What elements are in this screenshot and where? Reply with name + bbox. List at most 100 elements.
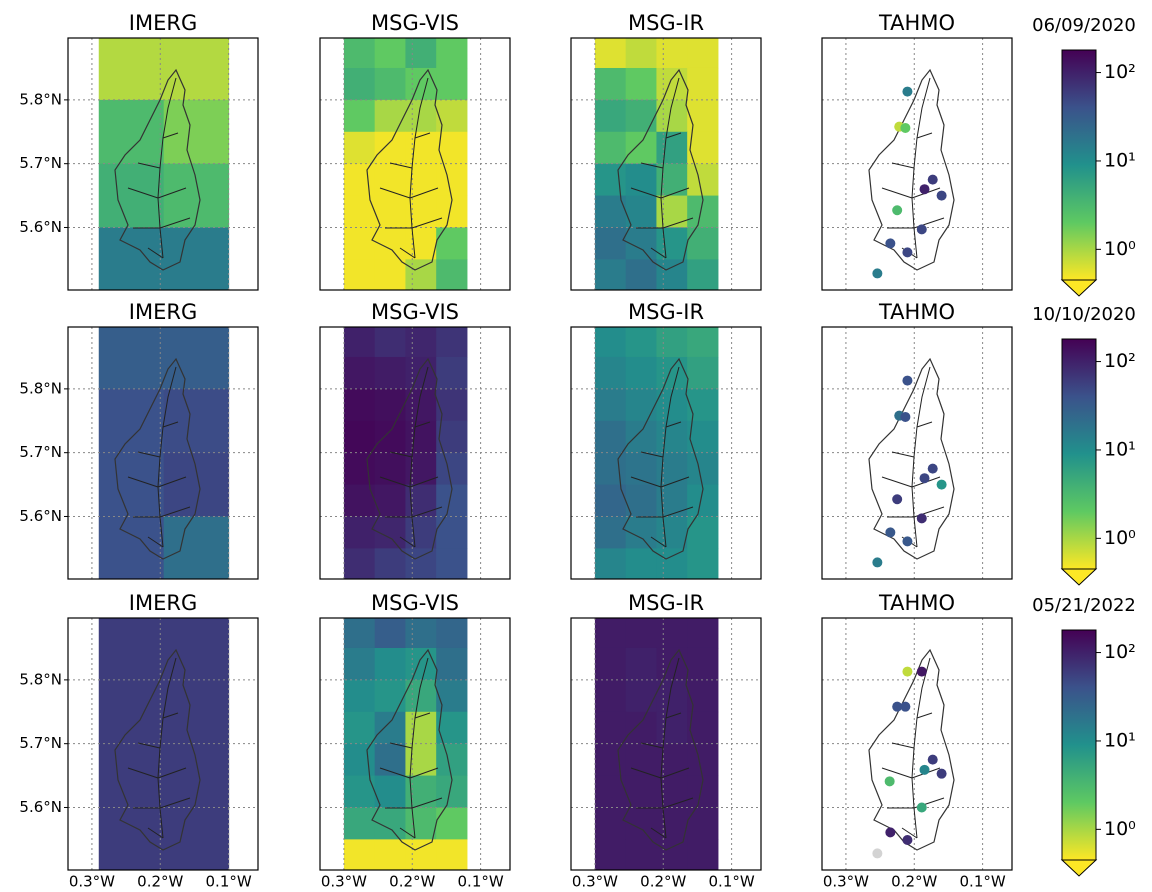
station bbox=[900, 122, 911, 133]
panel-frame bbox=[570, 617, 762, 871]
panel-frame bbox=[821, 326, 1013, 580]
raster-cell bbox=[343, 452, 376, 486]
x-tick-label: 0.1°W bbox=[709, 873, 755, 891]
colorbar-tick-label: 10⁰ bbox=[1104, 818, 1136, 840]
raster-cell bbox=[656, 618, 688, 649]
station bbox=[902, 375, 913, 386]
station bbox=[916, 513, 927, 524]
raster-cell bbox=[687, 67, 719, 101]
raster-cell bbox=[625, 38, 657, 69]
raster-cell bbox=[594, 67, 627, 101]
raster-cell bbox=[343, 38, 376, 69]
colorbar-extension bbox=[1060, 279, 1098, 297]
raster-cell bbox=[594, 327, 627, 358]
panel-frame bbox=[821, 617, 1013, 871]
raster-cell bbox=[343, 163, 376, 197]
raster-cell bbox=[374, 647, 406, 681]
raster-cell bbox=[405, 711, 437, 745]
raster-cell bbox=[436, 679, 468, 713]
raster-cell bbox=[374, 259, 406, 290]
panel-title: TAHMO bbox=[878, 591, 955, 615]
panel-title: MSG-IR bbox=[628, 300, 704, 324]
y-tick-label: 5.6°N bbox=[19, 507, 62, 525]
raster-cell bbox=[625, 743, 657, 777]
raster-cell bbox=[343, 99, 376, 133]
raster-cell bbox=[594, 839, 627, 870]
raster-cell bbox=[687, 452, 719, 486]
raster-cell bbox=[687, 743, 719, 777]
panel-frame bbox=[821, 37, 1013, 291]
panel bbox=[320, 327, 510, 579]
panel bbox=[68, 327, 258, 579]
raster-cell bbox=[656, 839, 688, 870]
raster-cell bbox=[98, 327, 165, 390]
raster-cell bbox=[98, 452, 165, 517]
raster-cell bbox=[625, 618, 657, 649]
panel-title: MSG-VIS bbox=[371, 11, 459, 35]
raster-cell bbox=[436, 388, 468, 422]
station bbox=[902, 536, 913, 547]
date-label: 10/10/2020 bbox=[1032, 304, 1136, 325]
raster-cell bbox=[98, 516, 165, 579]
raster-cell bbox=[343, 327, 376, 358]
raster-cell bbox=[594, 227, 627, 260]
raster-cell bbox=[656, 356, 688, 390]
raster-cell bbox=[594, 131, 627, 165]
panel-frame bbox=[319, 617, 511, 871]
panel-title: IMERG bbox=[129, 591, 197, 615]
raster-cell bbox=[163, 227, 230, 290]
raster-cell bbox=[436, 618, 468, 649]
raster-cell bbox=[625, 99, 657, 133]
raster-cell bbox=[436, 452, 468, 486]
station bbox=[916, 666, 927, 677]
raster-cell bbox=[374, 67, 406, 101]
raster-cell bbox=[98, 99, 165, 165]
raster-cell bbox=[687, 163, 719, 197]
raster-cell bbox=[343, 388, 376, 422]
panel-frame bbox=[570, 326, 762, 580]
raster-cell bbox=[594, 548, 627, 579]
raster-cell bbox=[656, 259, 688, 290]
colorbar bbox=[1061, 49, 1097, 281]
raster-cell bbox=[374, 679, 406, 713]
raster-cell bbox=[374, 775, 406, 808]
colorbar-tick-label: 10² bbox=[1104, 641, 1136, 663]
raster-cell bbox=[687, 679, 719, 713]
raster-cell bbox=[436, 327, 468, 358]
raster-cell bbox=[343, 548, 376, 579]
panel bbox=[822, 327, 1012, 579]
raster-cell bbox=[343, 516, 376, 549]
raster-cell bbox=[656, 548, 688, 579]
raster-cell bbox=[625, 420, 657, 454]
raster-cell bbox=[436, 67, 468, 101]
raster-cell bbox=[594, 38, 627, 69]
colorbar-tick-label: 10¹ bbox=[1104, 149, 1136, 171]
colorbar-extension bbox=[1060, 859, 1098, 877]
station bbox=[902, 835, 913, 846]
station bbox=[902, 86, 913, 97]
panel-title: MSG-IR bbox=[628, 591, 704, 615]
raster-cell bbox=[405, 259, 437, 290]
raster-cell bbox=[594, 420, 627, 454]
raster-cell bbox=[405, 807, 437, 840]
raster-cell bbox=[163, 618, 230, 681]
raster-cell bbox=[374, 618, 406, 649]
x-tick-label: 0.2°W bbox=[389, 873, 435, 891]
x-tick-label: 0.1°W bbox=[960, 873, 1006, 891]
panel-title: TAHMO bbox=[878, 300, 955, 324]
panel bbox=[822, 38, 1012, 290]
colorbar-tick-label: 10⁰ bbox=[1104, 527, 1136, 549]
station bbox=[884, 776, 895, 787]
raster-cell bbox=[163, 99, 230, 165]
x-tick-label: 0.3°W bbox=[69, 873, 115, 891]
y-tick-label: 5.8°N bbox=[19, 90, 62, 108]
raster-cell bbox=[436, 548, 468, 579]
raster-cell bbox=[656, 38, 688, 69]
raster-cell bbox=[625, 195, 657, 228]
raster-cell bbox=[625, 679, 657, 713]
raster-cell bbox=[436, 516, 468, 549]
raster-cell bbox=[343, 807, 376, 840]
station bbox=[927, 463, 938, 474]
raster-cell bbox=[343, 227, 376, 260]
raster-cell bbox=[374, 388, 406, 422]
